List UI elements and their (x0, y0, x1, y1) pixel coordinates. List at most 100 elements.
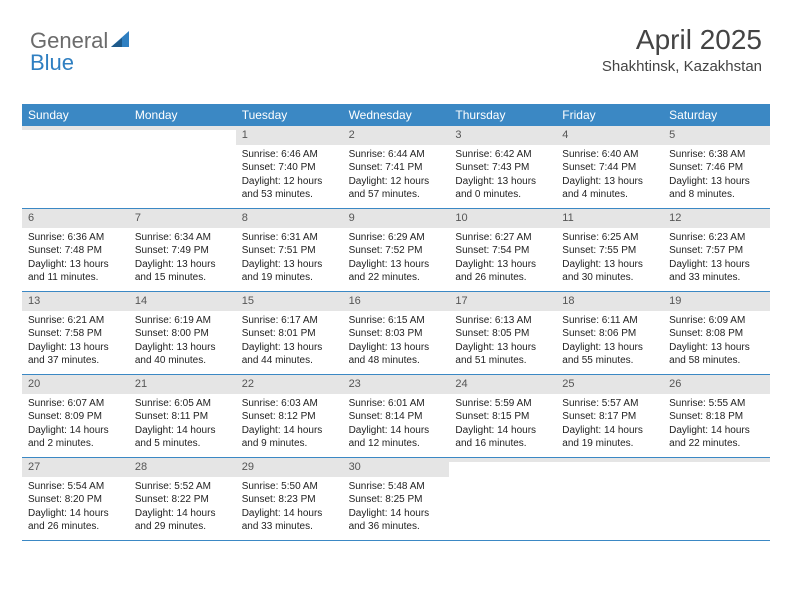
cell-line-daylight1: Daylight: 13 hours (28, 258, 123, 272)
cell-line-daylight1: Daylight: 14 hours (349, 424, 444, 438)
cell-line-sunrise: Sunrise: 6:17 AM (242, 314, 337, 328)
calendar-week: 13Sunrise: 6:21 AMSunset: 7:58 PMDayligh… (22, 292, 770, 375)
cell-line-sunset: Sunset: 8:18 PM (669, 410, 764, 424)
logo-triangle-icon (108, 28, 130, 54)
calendar-cell: 16Sunrise: 6:15 AMSunset: 8:03 PMDayligh… (343, 292, 450, 374)
cell-line-daylight1: Daylight: 13 hours (28, 341, 123, 355)
cell-line-daylight1: Daylight: 14 hours (455, 424, 550, 438)
cell-body: Sunrise: 6:19 AMSunset: 8:00 PMDaylight:… (129, 311, 236, 372)
cell-line-daylight1: Daylight: 12 hours (349, 175, 444, 189)
day-number: 21 (129, 375, 236, 394)
cell-line-daylight1: Daylight: 14 hours (135, 507, 230, 521)
calendar-cell: 2Sunrise: 6:44 AMSunset: 7:41 PMDaylight… (343, 126, 450, 208)
cell-line-sunrise: Sunrise: 5:50 AM (242, 480, 337, 494)
cell-line-sunrise: Sunrise: 6:38 AM (669, 148, 764, 162)
day-number: 3 (449, 126, 556, 145)
cell-line-daylight2: and 30 minutes. (562, 271, 657, 285)
day-number: 16 (343, 292, 450, 311)
cell-line-daylight2: and 44 minutes. (242, 354, 337, 368)
calendar-week: 27Sunrise: 5:54 AMSunset: 8:20 PMDayligh… (22, 458, 770, 541)
calendar-cell: 27Sunrise: 5:54 AMSunset: 8:20 PMDayligh… (22, 458, 129, 540)
cell-line-sunrise: Sunrise: 6:07 AM (28, 397, 123, 411)
cell-line-daylight1: Daylight: 13 hours (455, 258, 550, 272)
cell-line-sunset: Sunset: 8:03 PM (349, 327, 444, 341)
cell-body: Sunrise: 5:48 AMSunset: 8:25 PMDaylight:… (343, 477, 450, 538)
calendar-week: 6Sunrise: 6:36 AMSunset: 7:48 PMDaylight… (22, 209, 770, 292)
cell-body: Sunrise: 6:07 AMSunset: 8:09 PMDaylight:… (22, 394, 129, 455)
cell-line-daylight1: Daylight: 14 hours (28, 424, 123, 438)
cell-body: Sunrise: 6:36 AMSunset: 7:48 PMDaylight:… (22, 228, 129, 289)
cell-line-daylight2: and 11 minutes. (28, 271, 123, 285)
calendar-cell: 11Sunrise: 6:25 AMSunset: 7:55 PMDayligh… (556, 209, 663, 291)
cell-line-daylight1: Daylight: 14 hours (135, 424, 230, 438)
day-number: 5 (663, 126, 770, 145)
cell-line-sunset: Sunset: 8:00 PM (135, 327, 230, 341)
cell-line-daylight1: Daylight: 14 hours (349, 507, 444, 521)
cell-line-daylight2: and 29 minutes. (135, 520, 230, 534)
logo-text-blue: Blue (30, 50, 74, 75)
cell-line-sunset: Sunset: 7:48 PM (28, 244, 123, 258)
calendar-cell (556, 458, 663, 540)
cell-body: Sunrise: 6:42 AMSunset: 7:43 PMDaylight:… (449, 145, 556, 206)
calendar-cell: 26Sunrise: 5:55 AMSunset: 8:18 PMDayligh… (663, 375, 770, 457)
cell-line-daylight2: and 33 minutes. (669, 271, 764, 285)
cell-line-daylight2: and 2 minutes. (28, 437, 123, 451)
calendar-cell: 6Sunrise: 6:36 AMSunset: 7:48 PMDaylight… (22, 209, 129, 291)
cell-line-sunset: Sunset: 7:51 PM (242, 244, 337, 258)
cell-line-daylight2: and 37 minutes. (28, 354, 123, 368)
cell-line-daylight2: and 19 minutes. (562, 437, 657, 451)
cell-line-sunrise: Sunrise: 5:59 AM (455, 397, 550, 411)
cell-line-daylight1: Daylight: 14 hours (669, 424, 764, 438)
cell-line-daylight2: and 16 minutes. (455, 437, 550, 451)
cell-line-sunset: Sunset: 8:09 PM (28, 410, 123, 424)
cell-line-daylight1: Daylight: 13 hours (669, 258, 764, 272)
cell-body: Sunrise: 6:44 AMSunset: 7:41 PMDaylight:… (343, 145, 450, 206)
day-number: 7 (129, 209, 236, 228)
cell-line-sunset: Sunset: 7:58 PM (28, 327, 123, 341)
cell-body: Sunrise: 5:54 AMSunset: 8:20 PMDaylight:… (22, 477, 129, 538)
calendar-cell: 3Sunrise: 6:42 AMSunset: 7:43 PMDaylight… (449, 126, 556, 208)
day-header-sat: Saturday (663, 104, 770, 126)
day-number: 15 (236, 292, 343, 311)
cell-line-daylight1: Daylight: 12 hours (242, 175, 337, 189)
calendar-cell (22, 126, 129, 208)
cell-line-sunset: Sunset: 7:52 PM (349, 244, 444, 258)
day-header-tue: Tuesday (236, 104, 343, 126)
day-number: 8 (236, 209, 343, 228)
cell-line-sunset: Sunset: 7:55 PM (562, 244, 657, 258)
cell-body: Sunrise: 6:01 AMSunset: 8:14 PMDaylight:… (343, 394, 450, 455)
cell-body: Sunrise: 6:21 AMSunset: 7:58 PMDaylight:… (22, 311, 129, 372)
cell-body: Sunrise: 5:57 AMSunset: 8:17 PMDaylight:… (556, 394, 663, 455)
cell-line-sunset: Sunset: 7:44 PM (562, 161, 657, 175)
cell-line-sunset: Sunset: 8:12 PM (242, 410, 337, 424)
cell-body: Sunrise: 6:03 AMSunset: 8:12 PMDaylight:… (236, 394, 343, 455)
day-number: 13 (22, 292, 129, 311)
cell-line-sunrise: Sunrise: 6:27 AM (455, 231, 550, 245)
calendar-cell: 4Sunrise: 6:40 AMSunset: 7:44 PMDaylight… (556, 126, 663, 208)
logo-text-blue-wrapper: Blue (30, 50, 74, 76)
calendar-cell: 22Sunrise: 6:03 AMSunset: 8:12 PMDayligh… (236, 375, 343, 457)
calendar-cell: 12Sunrise: 6:23 AMSunset: 7:57 PMDayligh… (663, 209, 770, 291)
calendar-week: 20Sunrise: 6:07 AMSunset: 8:09 PMDayligh… (22, 375, 770, 458)
cell-body: Sunrise: 6:29 AMSunset: 7:52 PMDaylight:… (343, 228, 450, 289)
cell-line-daylight1: Daylight: 13 hours (455, 341, 550, 355)
cell-line-sunrise: Sunrise: 5:48 AM (349, 480, 444, 494)
cell-body (663, 462, 770, 469)
day-header-mon: Monday (129, 104, 236, 126)
cell-line-daylight1: Daylight: 13 hours (562, 341, 657, 355)
calendar-cell: 23Sunrise: 6:01 AMSunset: 8:14 PMDayligh… (343, 375, 450, 457)
cell-line-sunrise: Sunrise: 6:05 AM (135, 397, 230, 411)
cell-line-sunrise: Sunrise: 6:42 AM (455, 148, 550, 162)
cell-line-daylight2: and 22 minutes. (669, 437, 764, 451)
cell-line-daylight2: and 57 minutes. (349, 188, 444, 202)
cell-line-daylight1: Daylight: 14 hours (562, 424, 657, 438)
day-number: 17 (449, 292, 556, 311)
cell-line-daylight2: and 36 minutes. (349, 520, 444, 534)
calendar-cell: 29Sunrise: 5:50 AMSunset: 8:23 PMDayligh… (236, 458, 343, 540)
cell-body (556, 462, 663, 469)
cell-line-daylight2: and 8 minutes. (669, 188, 764, 202)
cell-body: Sunrise: 5:59 AMSunset: 8:15 PMDaylight:… (449, 394, 556, 455)
cell-line-daylight1: Daylight: 13 hours (242, 258, 337, 272)
cell-line-sunset: Sunset: 8:01 PM (242, 327, 337, 341)
day-number: 25 (556, 375, 663, 394)
